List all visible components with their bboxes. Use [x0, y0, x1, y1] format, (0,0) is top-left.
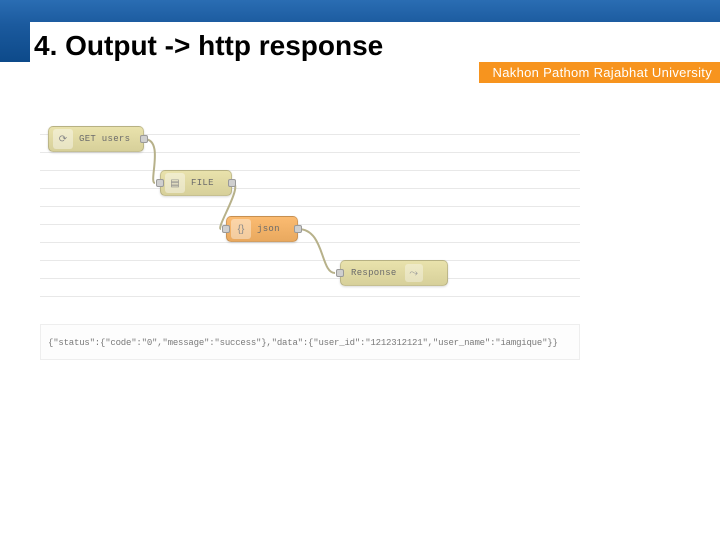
grid-line: [40, 260, 580, 261]
node-label: json: [255, 224, 288, 234]
get-users-icon: ⟳: [53, 129, 73, 149]
node-label: FILE: [189, 178, 222, 188]
grid-line: [40, 242, 580, 243]
port-left[interactable]: [156, 179, 164, 187]
node-response[interactable]: Response⤳: [340, 260, 448, 286]
port-right[interactable]: [228, 179, 236, 187]
file-icon: ▤: [165, 173, 185, 193]
node-label: Response: [341, 268, 405, 278]
port-left[interactable]: [336, 269, 344, 277]
response-icon: ⤳: [405, 264, 423, 282]
grid-line: [40, 296, 580, 297]
node-get-users[interactable]: ⟳ GET users: [48, 126, 144, 152]
grid-line: [40, 188, 580, 189]
wire-get-users-file: [144, 139, 155, 183]
node-label: GET users: [77, 134, 138, 144]
json-icon: {}: [231, 219, 251, 239]
node-file[interactable]: ▤ FILE: [160, 170, 232, 196]
grid-line: [40, 278, 580, 279]
grid-line: [40, 170, 580, 171]
flow-canvas: ⟳ GET users ▤ FILE {} json Response⤳: [40, 120, 580, 320]
port-right[interactable]: [140, 135, 148, 143]
json-output-text: {"status":{"code":"0","message":"success…: [48, 338, 558, 348]
grid-line: [40, 152, 580, 153]
grid-line: [40, 224, 580, 225]
port-left[interactable]: [222, 225, 230, 233]
grid-line: [40, 206, 580, 207]
port-right[interactable]: [294, 225, 302, 233]
university-badge: Nakhon Pathom Rajabhat University: [479, 62, 720, 83]
wire-json-response: [298, 229, 335, 273]
node-json[interactable]: {} json: [226, 216, 298, 242]
